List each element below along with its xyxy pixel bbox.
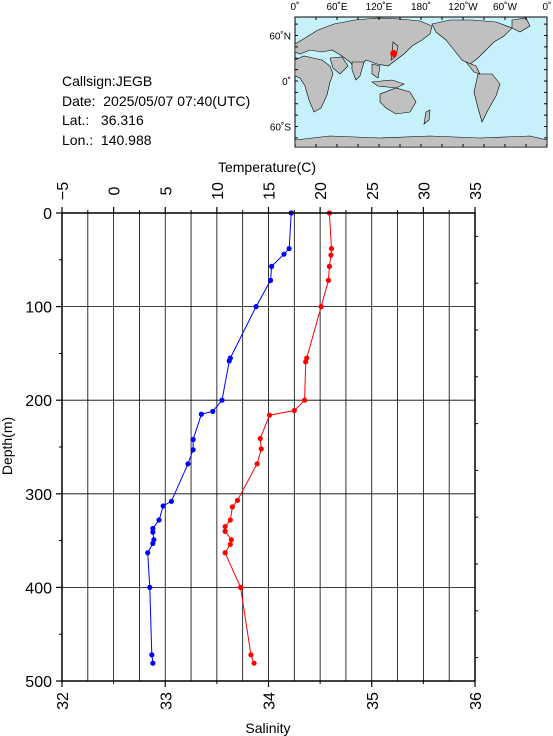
top-tick-label: 25 (365, 182, 382, 200)
top-tick-label: 0 (107, 186, 124, 195)
data-point-1 (328, 252, 334, 258)
data-point-0 (185, 461, 191, 467)
top-tick-label: 20 (313, 182, 330, 200)
bottom-tick-label: 34 (262, 692, 279, 710)
data-point-0 (268, 263, 275, 269)
latitude-text: Lat.: 36.316 (62, 112, 144, 128)
data-point-0 (210, 408, 216, 415)
data-point-0 (150, 660, 156, 666)
data-point-1 (258, 446, 264, 452)
top-tick-label: 30 (416, 182, 433, 200)
data-point-1 (325, 277, 331, 283)
data-point-1 (326, 263, 333, 269)
data-point-0 (198, 411, 204, 417)
data-point-0 (160, 503, 166, 509)
data-point-1 (266, 412, 273, 418)
data-point-0 (281, 251, 287, 257)
data-point-1 (228, 537, 234, 543)
longitude-text: Lon.: 140.988 (62, 131, 152, 148)
callsign-text: Callsign:JEGB (62, 73, 153, 89)
top-tick-label: 35 (468, 182, 485, 200)
data-point-1 (302, 397, 308, 403)
y-tick-label: 200 (25, 393, 52, 410)
top-tick-label: −5 (55, 182, 72, 200)
data-point-0 (226, 358, 232, 364)
data-point-0 (190, 436, 196, 443)
series-layer (145, 210, 335, 666)
data-point-1 (227, 541, 233, 547)
data-point-1 (303, 359, 309, 365)
data-point-0 (150, 529, 156, 535)
data-point-0 (253, 304, 259, 310)
data-point-1 (227, 517, 233, 523)
data-point-0 (267, 277, 274, 283)
y-tick-label: 100 (25, 300, 52, 317)
data-point-1 (238, 584, 244, 591)
top-tick-label: 15 (262, 182, 279, 200)
y-tick-label: 0 (43, 206, 52, 223)
data-point-1 (222, 550, 228, 556)
data-point-0 (145, 550, 151, 556)
data-point-1 (222, 528, 228, 534)
bottom-axis-title: Salinity (245, 720, 290, 736)
bottom-tick-label: 33 (158, 692, 175, 710)
chart-grid (61, 212, 476, 682)
y-axis-title: Depth(m) (0, 417, 15, 475)
bottom-tick-label: 32 (55, 692, 72, 710)
data-point-1 (318, 304, 324, 310)
data-point-0 (219, 397, 225, 403)
data-point-1 (257, 435, 263, 442)
data-point-0 (286, 245, 292, 252)
data-point-0 (149, 652, 155, 658)
data-point-1 (222, 523, 228, 530)
data-point-1 (328, 245, 335, 252)
data-point-0 (168, 498, 175, 504)
top-tick-label: 10 (210, 182, 227, 200)
top-tick-label: 5 (158, 186, 175, 195)
bottom-tick-label: 35 (365, 692, 382, 710)
data-point-0 (150, 525, 156, 532)
data-point-0 (150, 540, 156, 547)
data-point-0 (147, 584, 153, 591)
date-text: Date: 2025/05/07 07:40(UTC) (62, 92, 251, 109)
data-point-1 (254, 461, 260, 467)
data-point-1 (229, 504, 235, 510)
bottom-tick-label: 36 (468, 692, 485, 710)
y-tick-label: 300 (25, 487, 52, 504)
data-point-1 (234, 497, 241, 503)
y-tick-label: 400 (25, 580, 52, 597)
station-info: Callsign:JEGB Date: 2025/05/07 07:40(UTC… (62, 72, 250, 150)
y-tick-label: 500 (25, 674, 52, 691)
data-point-1 (248, 652, 254, 658)
data-point-0 (156, 517, 162, 523)
top-axis-title: Temperature(C) (218, 159, 316, 175)
data-point-1 (251, 660, 257, 666)
data-point-0 (190, 447, 196, 453)
data-point-1 (291, 407, 297, 414)
